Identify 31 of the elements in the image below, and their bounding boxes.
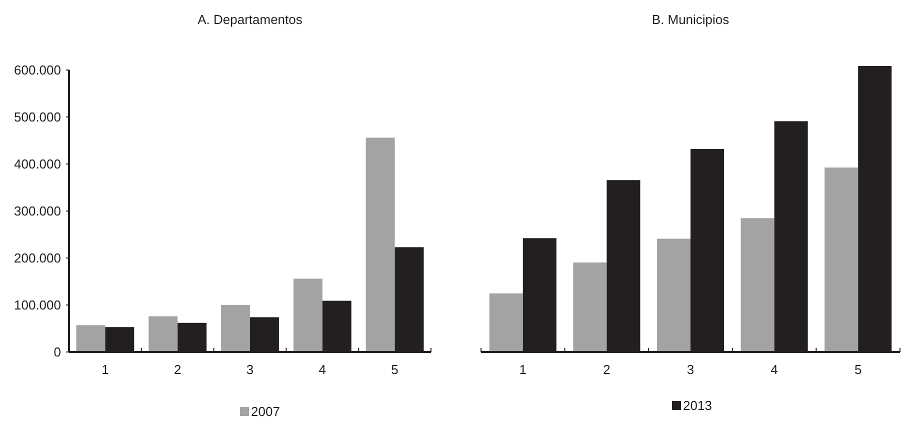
y-tick-label: 600.000 (14, 62, 61, 78)
y-tick-label: 300.000 (14, 204, 61, 218)
y-tick-label: 400.000 (14, 156, 61, 172)
chart-title: B. Municipios (652, 12, 730, 27)
bar (656, 238, 690, 352)
x-tick-label: 3 (686, 362, 694, 377)
bar (366, 138, 395, 352)
y-tick-label: 200.000 (14, 250, 61, 266)
bar (293, 278, 322, 352)
bar (573, 262, 607, 352)
y-tick-label: 500.000 (14, 110, 61, 124)
chart-title: A. Departamentos (198, 12, 303, 27)
bar (221, 305, 250, 352)
x-tick-label: 4 (770, 362, 778, 377)
y-tick-label: 0 (54, 344, 61, 360)
x-tick-label: 1 (519, 362, 527, 377)
x-tick-label: 2 (603, 362, 610, 377)
x-tick-label: 5 (391, 362, 398, 377)
x-tick-label: 2 (174, 362, 182, 377)
y-tick-label: 100.000 (14, 298, 61, 312)
x-tick-label: 3 (246, 362, 254, 377)
bar (148, 316, 178, 352)
bar (824, 168, 858, 352)
x-tick-label: 4 (318, 362, 326, 377)
bar (489, 293, 523, 352)
x-tick-label: 5 (854, 362, 862, 377)
legend-label: 2013 (683, 398, 712, 413)
legend-label: 2007 (251, 404, 280, 419)
x-tick-label: 1 (102, 362, 109, 377)
bar (740, 218, 774, 352)
bar (76, 325, 106, 352)
